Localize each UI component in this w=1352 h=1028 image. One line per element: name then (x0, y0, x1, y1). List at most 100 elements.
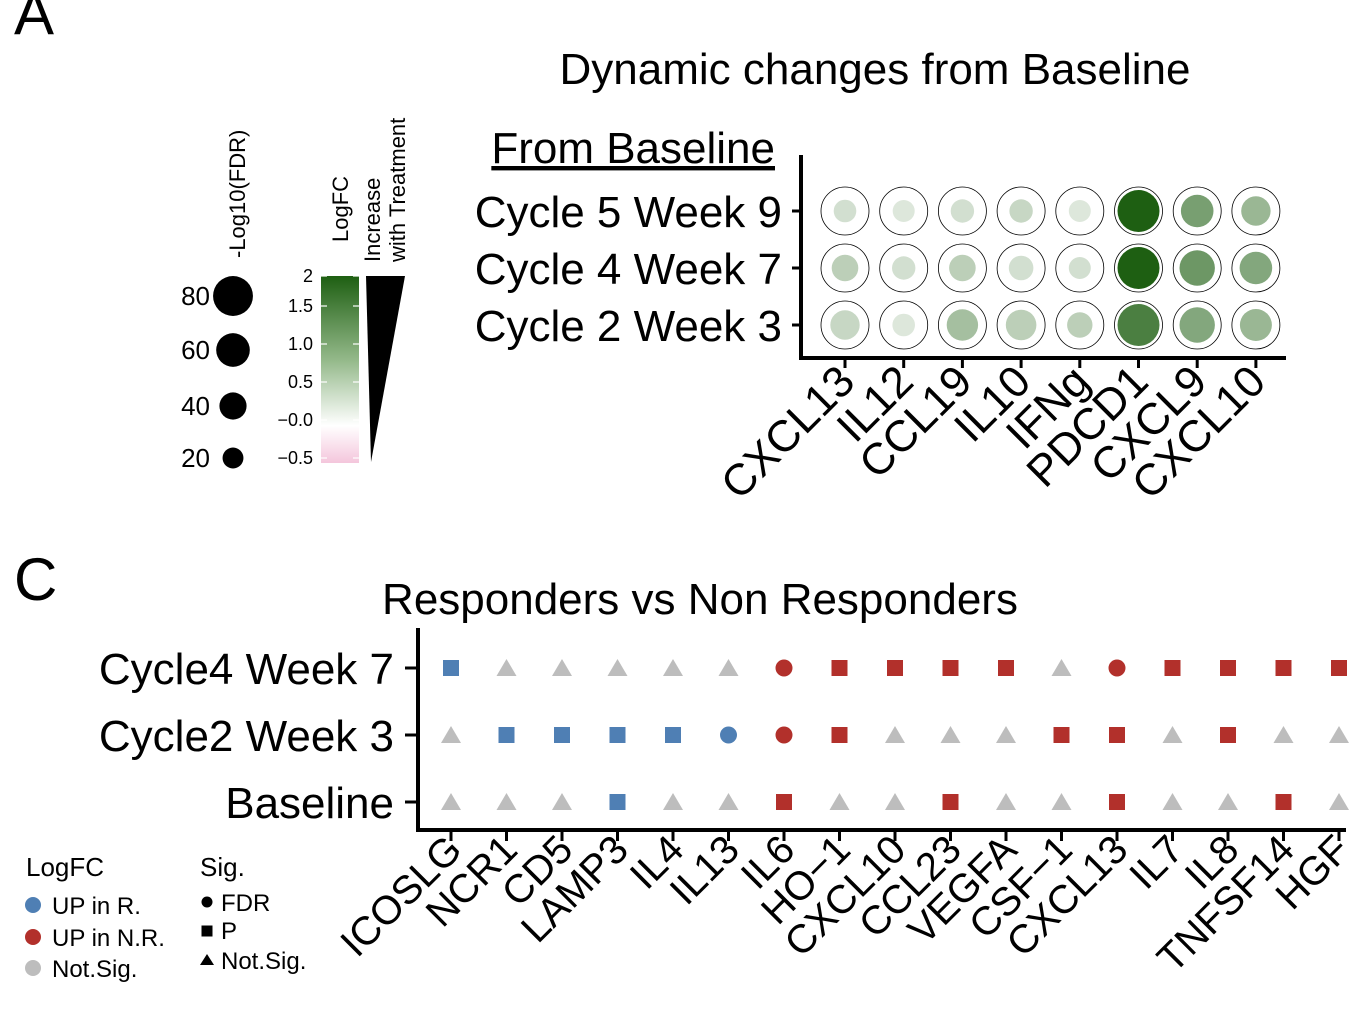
panel-c-x-label-il13: IL13 (662, 827, 748, 913)
panel-c-point-vegfa-cycle4-week-7 (998, 660, 1014, 676)
panel-c-title: Responders vs Non Responders (382, 575, 1018, 624)
color-legend-title: LogFC (328, 176, 353, 242)
panel-c-point-csf-1-cycle2-week-3 (1053, 727, 1070, 743)
legend-key-up-in-nr (25, 929, 41, 945)
panel-c-point-ncr1-cycle4-week-7 (496, 659, 517, 676)
panel-c-point-cd5-cycle2-week-3 (554, 727, 570, 743)
panel-c-point-ho-1-baseline (829, 793, 850, 810)
panel-a-row-label-cycle-2-week-3: Cycle 2 Week 3 (475, 302, 782, 351)
wedge-label-line2: with Treatment (385, 118, 410, 263)
panel-a-dot-cxcl10-cycle-4-week-7 (1239, 251, 1273, 285)
panel-c-point-ccl23-cycle2-week-3 (940, 726, 961, 743)
panel-c-row-label-cycle4-week-7: Cycle4 Week 7 (99, 645, 394, 694)
panel-c-point-il13-cycle4-week-7 (718, 659, 739, 676)
panel-a-title: Dynamic changes from Baseline (560, 45, 1191, 94)
panel-a-dot-pdcd1-cycle-4-week-7 (1117, 247, 1160, 289)
panel-label-c: C (14, 546, 57, 613)
panel-c-point-il6-cycle4-week-7 (775, 659, 793, 677)
size-legend-dot-40 (219, 392, 247, 420)
panel-c-point-lamp3-cycle4-week-7 (607, 659, 628, 676)
panel-c-point-cxcl13-cycle2-week-3 (1109, 727, 1125, 743)
size-legend-label-60: 60 (181, 335, 210, 365)
panel-c-point-il8-cycle4-week-7 (1220, 660, 1236, 676)
panel-c-point-hgf-cycle2-week-3 (1329, 726, 1349, 743)
panel-c-point-ho-1-cycle4-week-7 (831, 660, 848, 676)
significance-legend: Sig. FDR P Not.Sig. (200, 852, 306, 975)
panel-a-dot-cxcl9-cycle-5-week-9 (1180, 194, 1214, 228)
panel-a-dot-cxcl13-cycle-2-week-3 (830, 310, 860, 340)
panel-a-dot-ifng-cycle-4-week-7 (1068, 257, 1091, 279)
wedge-legend: Increase with Treatment (360, 118, 410, 462)
panel-c-row-label-baseline: Baseline (225, 779, 394, 828)
panel-a-dot-il10-cycle-2-week-3 (1005, 309, 1037, 341)
panel-a-row-label-cycle-5-week-9: Cycle 5 Week 9 (475, 188, 782, 237)
panel-a-dot-cxcl10-cycle-5-week-9 (1241, 196, 1271, 226)
size-legend-dot-60 (216, 333, 250, 367)
wedge-triangle-icon (366, 276, 405, 462)
panel-a-x-label-cxcl13: CXCL13 (712, 356, 864, 508)
legend-key-up-in-r (25, 897, 41, 913)
panel-a-dot-ccl19-cycle-5-week-9 (950, 199, 975, 223)
legend-label-up-in-nr: UP in N.R. (52, 925, 165, 952)
size-legend-label-80: 80 (181, 281, 210, 311)
panel-a-dot-cxcl9-cycle-2-week-3 (1179, 307, 1215, 343)
panel-c-point-hgf-cycle4-week-7 (1331, 660, 1347, 676)
legend-key-not-sig (25, 960, 41, 976)
legend-square-icon (201, 925, 213, 937)
size-legend-dot-80 (213, 276, 253, 316)
panel-a-dot-pdcd1-cycle-5-week-9 (1117, 190, 1160, 232)
panel-a-dot-il12-cycle-2-week-3 (892, 313, 915, 337)
panel-a-dot-cxcl13-cycle-5-week-9 (833, 199, 857, 223)
panel-c-point-vegfa-baseline (996, 793, 1016, 810)
panel-c-point-il13-baseline (718, 793, 739, 810)
panel-c-point-il4-cycle4-week-7 (663, 659, 683, 676)
size-legend-label-20: 20 (181, 443, 210, 473)
panel-c-point-tnfsf14-cycle4-week-7 (1275, 660, 1292, 676)
panel-c-point-il13-cycle2-week-3 (720, 726, 737, 744)
size-legend-dot-20 (222, 447, 244, 469)
color-legend-tick-label: 0.5 (288, 372, 313, 392)
legend-triangle-icon (200, 954, 214, 965)
panel-c-scatter: Responders vs Non Responders Cycle4 Week… (25, 575, 1352, 983)
panel-c-point-lamp3-cycle2-week-3 (609, 727, 626, 743)
panel-a-dot-ccl19-cycle-4-week-7 (949, 254, 976, 282)
size-legend-title: -Log10(FDR) (225, 130, 250, 258)
panel-c-point-cd5-cycle4-week-7 (552, 659, 572, 676)
color-legend: LogFC 2 1.5 1.0 0.5 −0.0 −0.5 (277, 176, 359, 468)
panel-c-point-csf-1-baseline (1051, 793, 1072, 810)
legend-label-not-sig-shape: Not.Sig. (221, 948, 306, 975)
panel-a-y-header: From Baseline (491, 124, 775, 173)
legend-label-fdr: FDR (221, 890, 270, 917)
panel-c-point-cd5-baseline (552, 793, 572, 810)
panel-c-point-csf-1-cycle4-week-7 (1051, 659, 1072, 676)
color-legend-tick-label: −0.5 (277, 448, 313, 468)
panel-c-point-tnfsf14-baseline (1275, 794, 1292, 810)
size-legend-label-40: 40 (181, 391, 210, 421)
panel-c-point-il4-cycle2-week-3 (665, 727, 681, 743)
panel-c-point-cxcl13-baseline (1109, 794, 1125, 810)
logfc-direction-legend-title: LogFC (26, 852, 104, 882)
panel-c-point-ho-1-cycle2-week-3 (831, 727, 848, 743)
legend-label-p: P (221, 918, 237, 945)
significance-legend-title: Sig. (200, 852, 245, 882)
panel-c-point-cxcl10-cycle4-week-7 (887, 660, 903, 676)
panel-c-point-il8-baseline (1218, 793, 1238, 810)
logfc-direction-legend: LogFC UP in R. UP in N.R. Not.Sig. (25, 852, 165, 983)
panel-c-point-il7-cycle2-week-3 (1162, 726, 1183, 743)
panel-a-dot-cxcl9-cycle-4-week-7 (1179, 250, 1215, 286)
panel-c-point-ncr1-cycle2-week-3 (498, 727, 515, 743)
panel-a-dot-ifng-cycle-5-week-9 (1068, 200, 1091, 222)
panel-a-dot-pdcd1-cycle-2-week-3 (1117, 304, 1160, 346)
panel-a-dot-cxcl13-cycle-4-week-7 (831, 254, 859, 282)
panel-a-dot-il10-cycle-5-week-9 (1009, 199, 1033, 223)
panel-a-dot-il12-cycle-4-week-7 (892, 256, 916, 280)
panel-label-a: A (14, 0, 54, 47)
legend-label-up-in-r: UP in R. (52, 893, 141, 920)
panel-c-point-hgf-baseline (1329, 793, 1349, 810)
panel-c-point-cxcl13-cycle4-week-7 (1108, 659, 1126, 677)
panel-c-point-icoslg-cycle4-week-7 (443, 660, 459, 676)
color-legend-bar (321, 276, 359, 463)
legend-circle-icon (201, 896, 213, 908)
panel-c-point-il6-cycle2-week-3 (775, 726, 793, 744)
